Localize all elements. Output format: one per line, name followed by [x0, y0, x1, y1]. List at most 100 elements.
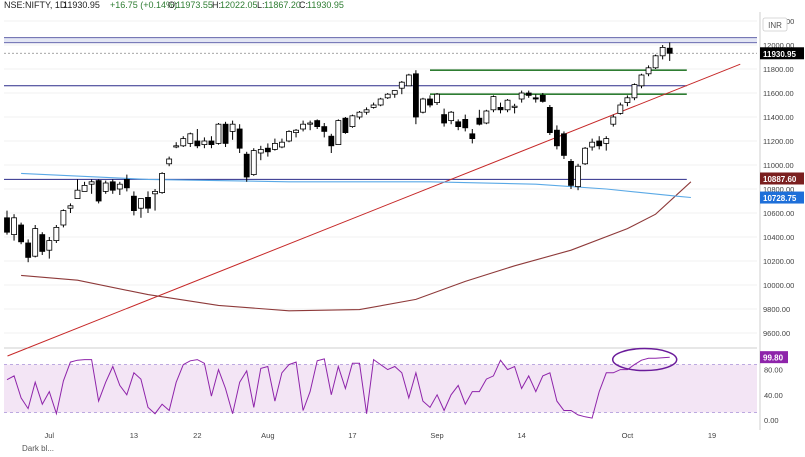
candle-body[interactable]: [60, 210, 67, 226]
candle-body[interactable]: [603, 138, 610, 144]
candle-body[interactable]: [518, 92, 525, 100]
candle-body[interactable]: [412, 73, 419, 118]
candle-body[interactable]: [123, 178, 130, 189]
candle-body[interactable]: [575, 165, 581, 187]
candle-body[interactable]: [173, 145, 180, 148]
candle-body[interactable]: [370, 104, 377, 108]
candle-body[interactable]: [448, 111, 455, 121]
candle-body[interactable]: [208, 140, 215, 145]
candle-body[interactable]: [102, 182, 109, 192]
candle-body[interactable]: [624, 97, 631, 104]
candle-body[interactable]: [589, 141, 596, 148]
candle-body[interactable]: [152, 190, 158, 195]
candle-body[interactable]: [53, 226, 60, 241]
candle-body[interactable]: [95, 180, 102, 202]
candle-body[interactable]: [476, 117, 483, 125]
candle-body[interactable]: [229, 123, 236, 132]
candle-body[interactable]: [194, 140, 201, 147]
candle-body[interactable]: [32, 228, 39, 257]
candle-body[interactable]: [328, 135, 335, 147]
candle-body[interactable]: [11, 217, 17, 236]
candle-body[interactable]: [462, 119, 469, 129]
candle-body[interactable]: [88, 181, 95, 185]
candle-body[interactable]: [187, 133, 194, 144]
candle-body[interactable]: [201, 140, 208, 145]
candle-body[interactable]: [116, 183, 123, 190]
candle-body[interactable]: [81, 184, 88, 192]
candle-body[interactable]: [74, 189, 81, 199]
candle-body[interactable]: [511, 105, 518, 108]
candle-body[interactable]: [568, 160, 574, 186]
candle-body[interactable]: [279, 141, 285, 148]
candle-body[interactable]: [130, 195, 137, 211]
candle-body[interactable]: [398, 81, 405, 89]
candle-body[interactable]: [257, 148, 264, 154]
candle-body[interactable]: [631, 84, 638, 99]
candle-body[interactable]: [39, 234, 46, 252]
candle-body[interactable]: [666, 47, 673, 54]
candle-body[interactable]: [166, 158, 173, 165]
candle-layer[interactable]: [4, 42, 673, 263]
candle-body[interactable]: [455, 121, 462, 128]
candle-body[interactable]: [46, 240, 53, 251]
candle-body[interactable]: [342, 117, 349, 133]
candle-body[interactable]: [145, 196, 151, 209]
candle-body[interactable]: [222, 123, 229, 144]
candle-body[interactable]: [391, 90, 398, 95]
candle-body[interactable]: [243, 153, 250, 178]
candle-body[interactable]: [159, 172, 166, 193]
candle-body[interactable]: [300, 123, 307, 130]
candle-body[interactable]: [138, 198, 144, 209]
candle-body[interactable]: [659, 47, 666, 57]
candle-body[interactable]: [215, 123, 222, 144]
candle-body[interactable]: [377, 98, 384, 106]
candle-body[interactable]: [236, 128, 243, 149]
candle-body[interactable]: [25, 242, 32, 258]
candle-body[interactable]: [264, 147, 271, 153]
candle-body[interactable]: [434, 93, 440, 103]
candle-body[interactable]: [180, 138, 187, 147]
candle-body[interactable]: [271, 142, 278, 150]
candle-body[interactable]: [321, 126, 328, 132]
candle-body[interactable]: [67, 205, 74, 209]
candle-body[interactable]: [363, 109, 370, 113]
candle-body[interactable]: [427, 98, 433, 106]
candle-body[interactable]: [532, 97, 539, 100]
candle-body[interactable]: [356, 111, 363, 118]
candle-body[interactable]: [349, 115, 356, 128]
candle-body[interactable]: [554, 129, 560, 147]
candle-body[interactable]: [546, 107, 553, 134]
candle-body[interactable]: [539, 95, 546, 102]
candle-body[interactable]: [18, 224, 25, 243]
candle-body[interactable]: [610, 116, 617, 125]
candle-body[interactable]: [596, 140, 603, 147]
candle-body[interactable]: [109, 181, 116, 191]
rsi-line[interactable]: [6, 356, 670, 419]
candle-body[interactable]: [250, 150, 257, 176]
candle-body[interactable]: [384, 93, 391, 99]
currency-badge[interactable]: INR: [762, 17, 788, 32]
candle-body[interactable]: [307, 122, 314, 125]
candle-body[interactable]: [638, 74, 645, 87]
candle-body[interactable]: [561, 133, 567, 156]
candle-body[interactable]: [582, 147, 588, 165]
candle-body[interactable]: [469, 133, 476, 140]
candle-body[interactable]: [420, 98, 426, 113]
candle-body[interactable]: [497, 107, 504, 111]
candle-body[interactable]: [483, 110, 490, 124]
candle-body[interactable]: [314, 120, 321, 127]
candle-body[interactable]: [490, 96, 497, 111]
candle-body[interactable]: [525, 92, 532, 96]
candle-body[interactable]: [405, 74, 412, 87]
candle-body[interactable]: [293, 129, 299, 133]
candle-body[interactable]: [504, 99, 511, 111]
candle-body[interactable]: [4, 217, 10, 233]
candle-body[interactable]: [652, 55, 659, 69]
candle-body[interactable]: [286, 130, 292, 142]
candle-body[interactable]: [617, 104, 624, 114]
candle-body[interactable]: [335, 120, 342, 145]
candle-body[interactable]: [441, 114, 448, 124]
candle-body[interactable]: [645, 67, 652, 75]
